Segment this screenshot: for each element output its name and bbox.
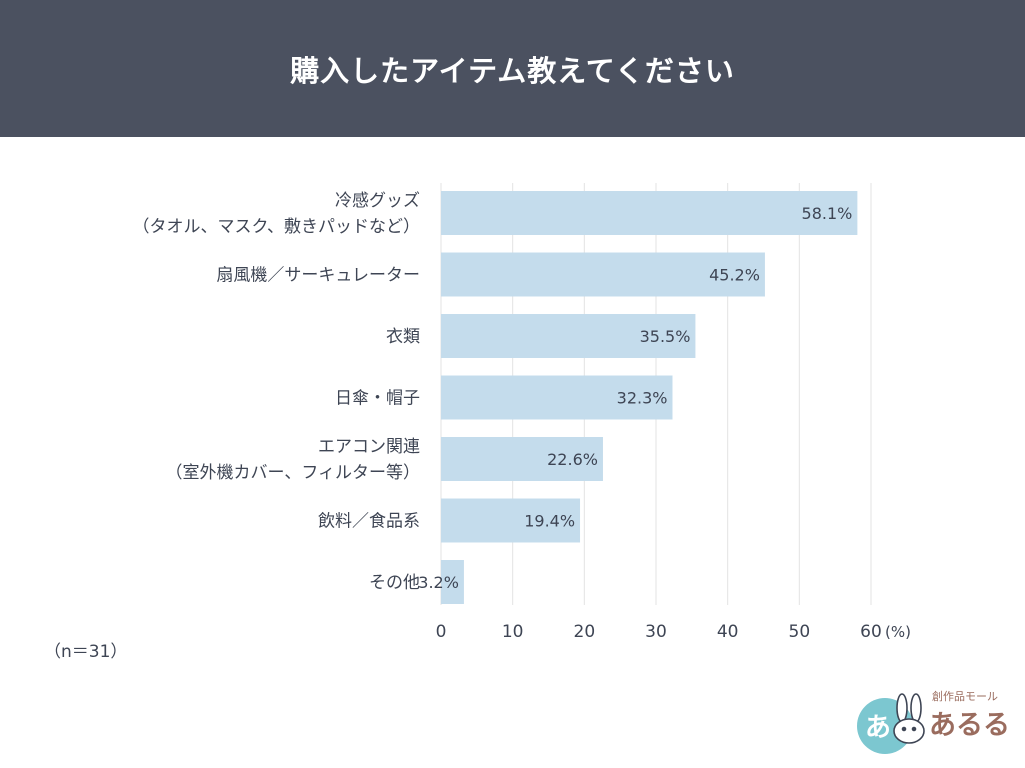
value-label: 19.4% [524,512,575,531]
bar [441,191,858,235]
value-label: 35.5% [640,327,691,346]
value-label: 58.1% [802,204,853,223]
category-label: 衣類 [386,327,420,347]
logo-mark: あ [865,713,891,743]
category-label: エアコン関連 [318,437,420,457]
bar [441,375,673,420]
category-label: （室外機カバー、フィルター等） [166,463,421,483]
value-label: 45.2% [709,266,760,285]
x-tick-label: 50 [789,622,811,642]
header-banner: 購入したアイテム教えてください [0,0,1025,137]
x-axis-ticks: 0 10 20 30 40 50 60 (%) [436,622,911,642]
category-label: 飲料／食品系 [318,512,420,532]
category-label: その他 [369,573,420,593]
logo-tagline: 創作品モール [932,689,998,703]
chart-title: 購入したアイテム教えてください [290,53,735,88]
bars: 58.1% 45.2% 35.5% 32.3% 22.6% 19.4% 3.2% [418,191,858,604]
bar [441,560,464,604]
category-label: 扇風機／サーキュレーター [216,266,420,286]
x-tick-label: 40 [717,622,739,642]
category-label: 日傘・帽子 [335,389,420,409]
x-tick-label: 30 [645,622,667,642]
value-label: 3.2% [418,573,459,592]
sample-size-note: （n＝31） [44,642,128,662]
bar [441,252,765,297]
x-axis-unit: (%) [885,623,911,641]
aruru-logo: あ 創作品モール あるる [857,689,1010,754]
x-tick-label: 20 [574,622,596,642]
x-tick-label: 10 [502,622,524,642]
x-tick-label: 60 [860,622,882,642]
bar [441,314,696,358]
category-label: （タオル、マスク、敷きパッドなど） [133,217,420,237]
bar [441,437,603,481]
value-label: 22.6% [547,450,598,469]
x-tick-label: 0 [436,622,447,642]
logo-text: あるる [929,710,1010,741]
category-label: 冷感グッズ [335,191,420,211]
category-labels: 冷感グッズ （タオル、マスク、敷きパッドなど） 扇風機／サーキュレーター衣類日傘・帽… [133,191,420,593]
value-label: 32.3% [617,389,668,408]
bar [441,498,581,543]
rabbit-icon [893,693,925,744]
